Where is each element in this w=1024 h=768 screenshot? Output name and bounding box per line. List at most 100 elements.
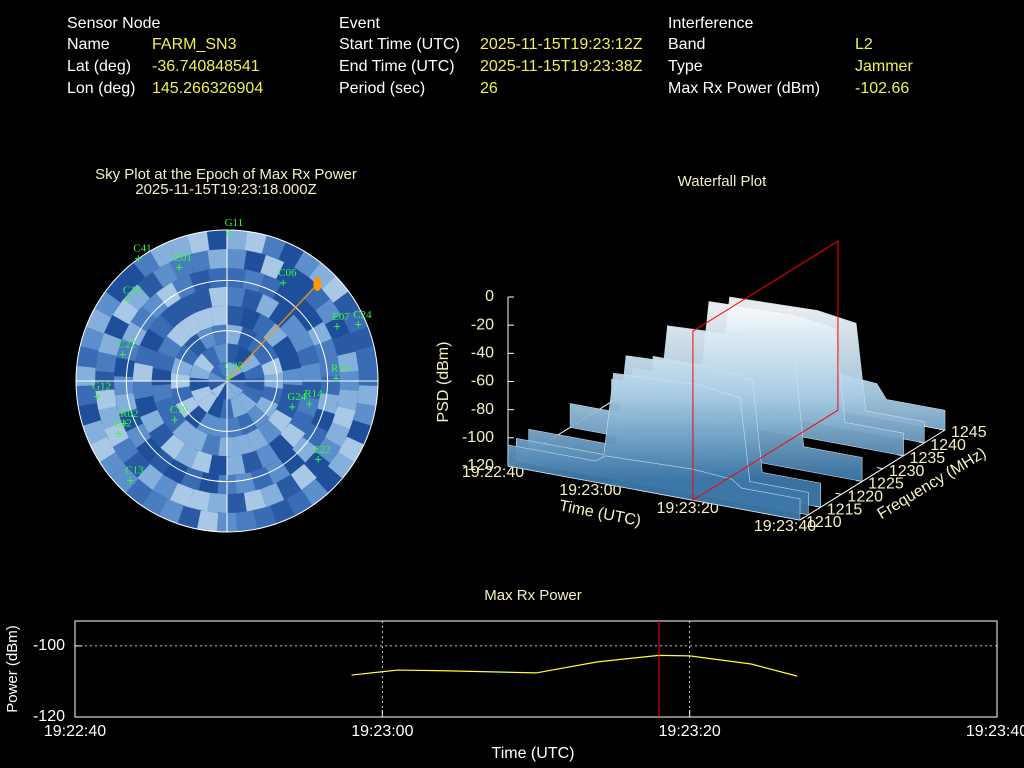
sky-cell [118,262,146,290]
sky-cell [206,230,227,251]
sky-cell [233,345,253,368]
sky-cell [236,392,258,414]
sky-cell [125,478,153,506]
satellite-marker: + [115,425,123,440]
sky-cell [346,420,372,445]
sky-cell [240,307,261,331]
sky-cell [98,406,122,430]
satellite-label: C22 [118,339,136,351]
satellite-label: R13 [331,363,350,375]
sky-cell [121,321,147,346]
sky-cell [255,443,280,469]
sky-cell [201,345,221,368]
y-tick-label: 1235 [910,450,946,467]
sky-cell [113,376,134,396]
x-tick-label: 19:23:20 [657,500,719,517]
sky-cell [163,459,189,485]
sky-cell [333,291,360,318]
x-tick-label: 19:22:40 [462,464,524,481]
satellite-label: G24 [287,391,306,403]
plot-frame [74,620,998,718]
sky-cell [239,353,261,373]
satellite-marker: + [314,452,322,467]
z-axis-label: PSD (dBm) [435,342,452,423]
satellite-label: G11 [225,217,244,229]
x-tick-label: 19:23:20 [659,723,721,740]
info-value: 2025-11-15T19:23:12Z [480,36,643,53]
sky-cell [246,428,269,452]
z-tick-label: -60 [471,373,494,390]
sky-cell [227,286,246,307]
sky-cell [155,282,181,308]
sky-cell [317,392,340,415]
sky-cell [114,392,137,415]
sky-cell [296,344,320,367]
sky-cell [296,395,320,418]
z-tick-label: -40 [471,345,494,362]
y-axis-label: Power (dBm) [4,625,21,713]
sky-cell [244,231,267,254]
sky-cell [332,406,356,430]
y-tick [876,467,883,470]
satellite-marker: + [354,317,362,332]
sky-cell [157,335,182,359]
y-tick-label: 1220 [847,489,883,506]
info-value: 145.266326904 [152,80,263,97]
sky-cell [280,314,306,340]
sky-cell [104,314,129,340]
sky-cell [297,306,324,332]
sky-cell [292,437,319,463]
sky-cell [355,345,378,368]
sky-cell [301,478,329,506]
sky-cell [134,395,158,418]
sky-cell [188,489,211,512]
sky-cell [227,492,247,514]
sky-cell [152,261,178,288]
info-value: -36.740848541 [152,58,260,75]
satellite-marker: + [289,399,297,414]
axis-line [799,429,946,521]
sky-cell [82,420,108,445]
sky-cell [189,269,212,293]
sky-cell [217,362,227,381]
sky-cell [113,357,135,377]
info-label: Lon (deg) [67,80,136,97]
sky-cell [196,326,217,350]
satellite-label: R02 [120,408,138,420]
sky-cell [227,324,243,345]
sky-cell [135,437,162,463]
y-tick-label: -100 [33,637,65,654]
sky-cell [227,381,246,391]
sky-cell [227,267,247,288]
sky-cell [185,428,208,452]
x-axis-label: Time (UTC) [558,497,643,530]
satellite-marker: + [119,346,127,361]
sky-cell [227,305,245,326]
sky-cell [279,449,306,475]
info-label: Max Rx Power (dBm) [668,80,820,97]
y-tick-label: 1225 [868,476,904,493]
sky-cell [337,351,359,373]
sky-cell [184,405,207,429]
sky-cell [281,384,303,403]
sky-cell [184,333,207,357]
y-tick-label: -120 [33,708,65,725]
satellite-marker: + [175,260,183,275]
sky-cell [178,313,202,338]
sky-cell [90,436,116,463]
sky-cell [258,274,283,299]
sky-cell [217,381,227,400]
satellite-marker: + [305,396,313,411]
x-tick-label: 19:23:00 [559,482,621,499]
info-value: 2025-11-15T19:23:38Z [480,58,643,75]
z-tick-label: -20 [471,316,494,333]
sky-cell [112,298,139,325]
sky-cell [210,381,227,398]
sky-cell [301,381,322,400]
sky-cell [196,392,218,414]
sky-cell [105,276,133,303]
sky-cell [268,434,294,460]
sky-cell [132,381,153,400]
